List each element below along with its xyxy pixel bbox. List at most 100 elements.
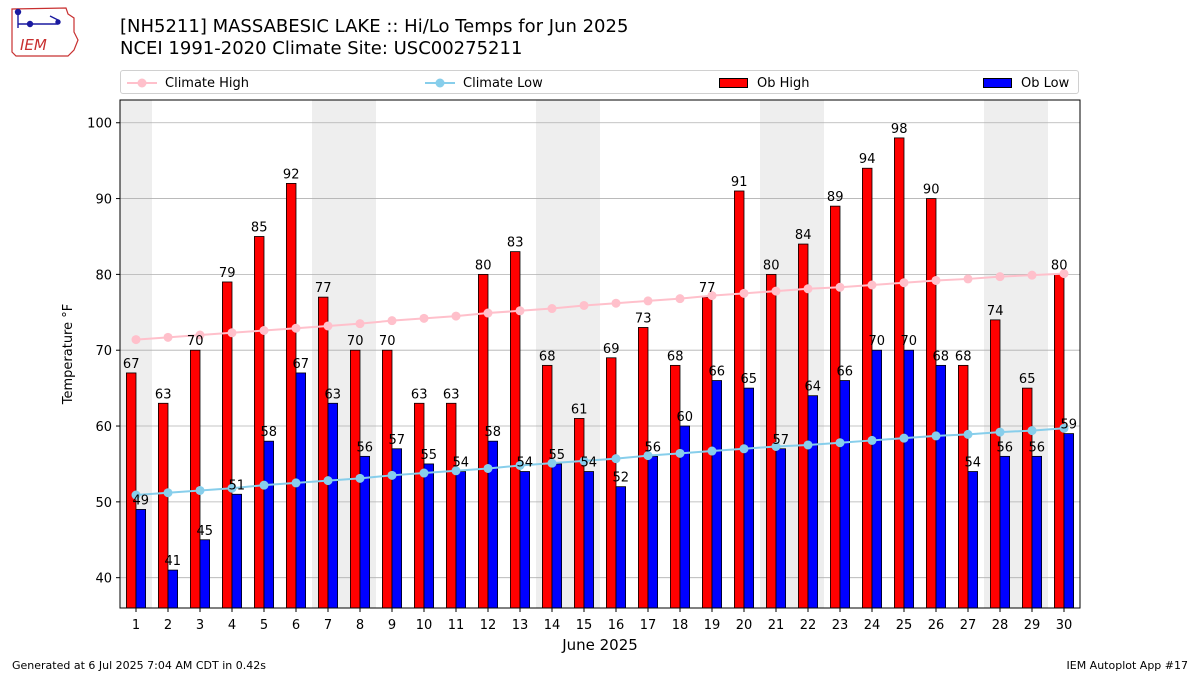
climate-low-point bbox=[323, 476, 333, 486]
climate-low-point bbox=[227, 483, 237, 493]
climate-high-point bbox=[867, 280, 877, 290]
ob-low-label: 55 bbox=[421, 448, 438, 463]
climate-high-point bbox=[995, 272, 1005, 282]
x-tick-label: 25 bbox=[896, 618, 913, 633]
climate-low-point bbox=[707, 446, 717, 456]
climate-high-point bbox=[163, 332, 173, 342]
ob-high-bar bbox=[189, 349, 201, 609]
climate-high-point bbox=[195, 330, 205, 340]
climate-high-point bbox=[323, 321, 333, 331]
climate-low-point bbox=[867, 435, 877, 445]
ob-high-label: 63 bbox=[411, 387, 428, 402]
ob-low-label: 70 bbox=[901, 334, 918, 349]
legend-label-climate-high: Climate High bbox=[165, 75, 250, 91]
legend-label-ob-low: Ob Low bbox=[1021, 75, 1070, 91]
ob-low-label: 65 bbox=[741, 372, 758, 387]
x-tick-label: 23 bbox=[832, 618, 849, 633]
climate-low-point bbox=[963, 429, 973, 439]
ob-high-bar bbox=[830, 205, 841, 609]
climate-low-point bbox=[771, 442, 781, 452]
ob-low-bar bbox=[519, 471, 531, 609]
x-tick-label: 10 bbox=[416, 618, 433, 633]
ob-high-label: 89 bbox=[827, 190, 844, 205]
climate-high-point bbox=[611, 298, 621, 308]
ob-low-bar bbox=[903, 349, 915, 609]
climate-high-point bbox=[1059, 269, 1069, 279]
ob-low-label: 54 bbox=[517, 456, 534, 471]
ob-low-bar bbox=[1031, 455, 1043, 609]
climate-low-point bbox=[835, 438, 845, 448]
x-tick-label: 16 bbox=[608, 618, 625, 633]
climate-low-point bbox=[451, 466, 461, 476]
ob-high-bar bbox=[509, 251, 521, 609]
climate-low-point bbox=[131, 490, 141, 500]
ob-high-bar bbox=[670, 364, 681, 609]
ob-low-bar bbox=[295, 372, 307, 609]
x-tick-label: 14 bbox=[544, 618, 561, 633]
x-tick-label: 22 bbox=[800, 618, 817, 633]
climate-low-point bbox=[931, 431, 941, 441]
ob-high-label: 79 bbox=[219, 266, 236, 281]
x-tick-label: 9 bbox=[388, 618, 396, 633]
ob-low-label: 57 bbox=[773, 433, 790, 448]
ob-high-label: 94 bbox=[859, 152, 876, 167]
ob-high-label: 69 bbox=[603, 342, 620, 357]
climate-high-point bbox=[771, 286, 781, 296]
footer-app: IEM Autoplot App #17 bbox=[1066, 659, 1189, 672]
ob-high-label: 68 bbox=[667, 349, 684, 364]
y-tick-label: 40 bbox=[95, 572, 112, 587]
climate-low-point bbox=[739, 444, 749, 454]
climate-high-point bbox=[451, 311, 461, 321]
ob-low-label: 54 bbox=[453, 456, 470, 471]
x-axis-label: June 2025 bbox=[561, 636, 638, 654]
ob-low-bar bbox=[743, 387, 755, 609]
x-tick-label: 20 bbox=[736, 618, 753, 633]
climate-low-point bbox=[195, 485, 205, 495]
y-tick-label: 70 bbox=[95, 344, 112, 359]
ob-high-label: 70 bbox=[187, 334, 204, 349]
x-tick-label: 5 bbox=[260, 618, 268, 633]
climate-low-point bbox=[1059, 423, 1069, 433]
ob-low-bar bbox=[263, 440, 275, 609]
chart-title: [NH5211] MASSABESIC LAKE :: Hi/Lo Temps … bbox=[120, 16, 628, 60]
ob-low-bar bbox=[615, 486, 627, 609]
legend-ob-low: Ob Low bbox=[983, 74, 1069, 92]
ob-high-bar bbox=[862, 167, 873, 609]
ob-high-bar bbox=[445, 402, 457, 609]
x-tick-label: 19 bbox=[704, 618, 721, 633]
climate-high-point bbox=[963, 274, 973, 284]
legend: Climate High Climate Low Ob High Ob Low bbox=[120, 70, 1079, 94]
ob-high-bar bbox=[317, 296, 329, 609]
climate-low-point bbox=[643, 451, 653, 461]
ob-low-bar bbox=[935, 364, 947, 609]
ob-low-bar bbox=[551, 463, 563, 609]
y-axis-label: Temperature °F bbox=[61, 304, 76, 405]
iowa-map-outline bbox=[11, 7, 79, 57]
ob-high-label: 85 bbox=[251, 220, 268, 235]
ob-high-label: 70 bbox=[347, 334, 364, 349]
ob-high-label: 70 bbox=[379, 334, 396, 349]
climate-low-point bbox=[355, 473, 365, 483]
ob-low-label: 67 bbox=[293, 357, 310, 372]
climate-high-point bbox=[835, 282, 845, 292]
iem-logo: IEM bbox=[11, 7, 79, 57]
legend-climate-high: Climate High bbox=[127, 74, 249, 92]
ob-high-label: 68 bbox=[955, 349, 972, 364]
x-tick-label: 11 bbox=[448, 618, 465, 633]
ob-high-bar bbox=[542, 364, 553, 609]
ob-low-bar bbox=[199, 539, 211, 609]
x-tick-label: 2 bbox=[164, 618, 172, 633]
climate-high-point bbox=[419, 313, 429, 323]
ob-low-label: 70 bbox=[869, 334, 886, 349]
ob-low-label: 54 bbox=[965, 456, 982, 471]
ob-low-label: 66 bbox=[709, 365, 726, 380]
ob-high-bar bbox=[285, 183, 297, 609]
ob-low-label: 59 bbox=[1061, 418, 1078, 433]
climate-low-point bbox=[579, 456, 589, 466]
climate-high-point bbox=[227, 328, 237, 338]
ob-high-bar bbox=[638, 327, 649, 609]
ob-low-bar bbox=[327, 402, 339, 609]
ob-low-label: 55 bbox=[549, 448, 566, 463]
ob-high-label: 84 bbox=[795, 228, 812, 243]
ob-high-bar bbox=[1022, 387, 1033, 609]
